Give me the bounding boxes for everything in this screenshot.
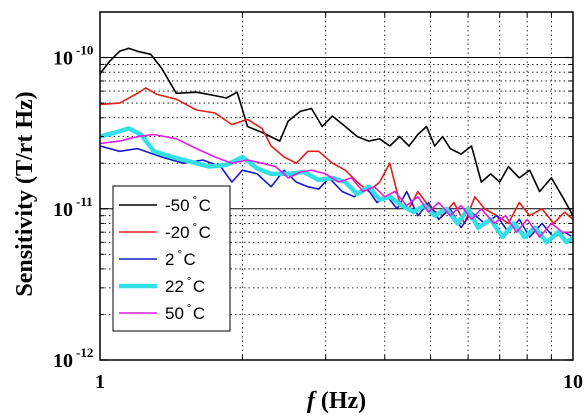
x-tick-label: 1 — [95, 371, 105, 393]
legend-degree: ° — [187, 276, 191, 288]
series-lines — [99, 47, 575, 245]
plot-frame — [99, 11, 574, 361]
y-axis-label: Sensitivity (T/rt Hz) — [12, 91, 38, 296]
legend-unit: C — [193, 277, 205, 296]
legend-degree: ° — [177, 249, 181, 261]
legend-unit: C — [199, 223, 211, 242]
tick-marks — [100, 11, 573, 361]
y-tick-label: 10 — [53, 199, 73, 221]
x-axis-label-variable: f — [307, 388, 317, 414]
x-axis-label: f (Hz) — [307, 388, 366, 414]
series-line-50 — [99, 133, 573, 238]
y-tick-label: 10 — [53, 350, 73, 372]
legend-degree: ° — [187, 303, 191, 315]
legend-unit: C — [193, 304, 205, 323]
x-axis-label-unit: (Hz) — [315, 388, 366, 414]
y-tick-exponent: -12 — [76, 345, 93, 360]
legend-label--50: -50 — [165, 196, 190, 215]
y-tick-exponent: -10 — [76, 43, 93, 58]
legend: -50 ° C-20 ° C2 ° C22 ° C50 ° C — [112, 185, 231, 332]
legend-label-50: 50 — [165, 304, 184, 323]
y-tick-exponent: -11 — [76, 194, 93, 209]
legend-degree: ° — [193, 222, 197, 234]
legend-label--20: -20 — [165, 223, 190, 242]
legend-unit: C — [199, 196, 211, 215]
series-line--50 — [99, 47, 574, 217]
legend-unit: C — [183, 250, 195, 269]
legend-degree: ° — [193, 195, 197, 207]
legend-label-22: 22 — [165, 277, 184, 296]
y-tick-label: 10 — [53, 48, 73, 70]
legend-label-2: 2 — [165, 250, 174, 269]
x-tick-label: 10 — [563, 371, 583, 393]
